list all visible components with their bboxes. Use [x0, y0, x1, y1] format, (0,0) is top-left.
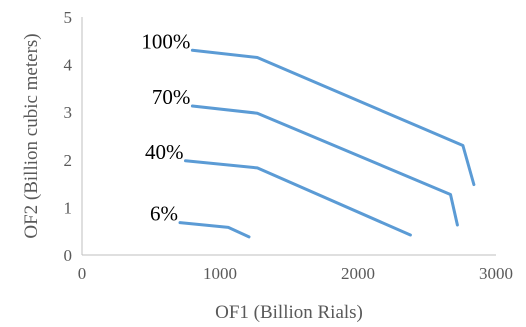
series-labels: 100% 70% 40% 6%: [141, 29, 190, 225]
x-tick-label: 0: [78, 264, 87, 283]
series-line-2: [190, 104, 459, 227]
x-tick-label: 3000: [479, 264, 513, 283]
x-tick-labels: 0 1000 2000 3000: [78, 264, 513, 283]
x-axis-title: OF1 (Billion Rials): [215, 302, 363, 323]
y-axis-title: OF2 (Billion cubic meters): [21, 33, 42, 238]
y-tick-labels: 0 1 2 3 4 5: [64, 8, 73, 265]
series-label-3: 40%: [145, 140, 184, 164]
x-tick-label: 2000: [341, 264, 375, 283]
x-tick-label: 1000: [203, 264, 237, 283]
series-line-1: [190, 48, 476, 187]
series-lines: [178, 48, 476, 239]
y-tick-label: 2: [64, 151, 73, 170]
series-label-2: 70%: [152, 85, 191, 109]
series-label-1: 100%: [141, 29, 190, 53]
y-tick-label: 1: [64, 198, 73, 217]
y-tick-label: 3: [64, 103, 73, 122]
y-tick-label: 4: [64, 56, 73, 75]
y-tick-label: 0: [64, 246, 73, 265]
series-line-4: [178, 221, 251, 239]
series-line-3: [184, 159, 412, 237]
y-tick-label: 5: [64, 8, 73, 27]
series-label-4: 6%: [150, 202, 178, 226]
